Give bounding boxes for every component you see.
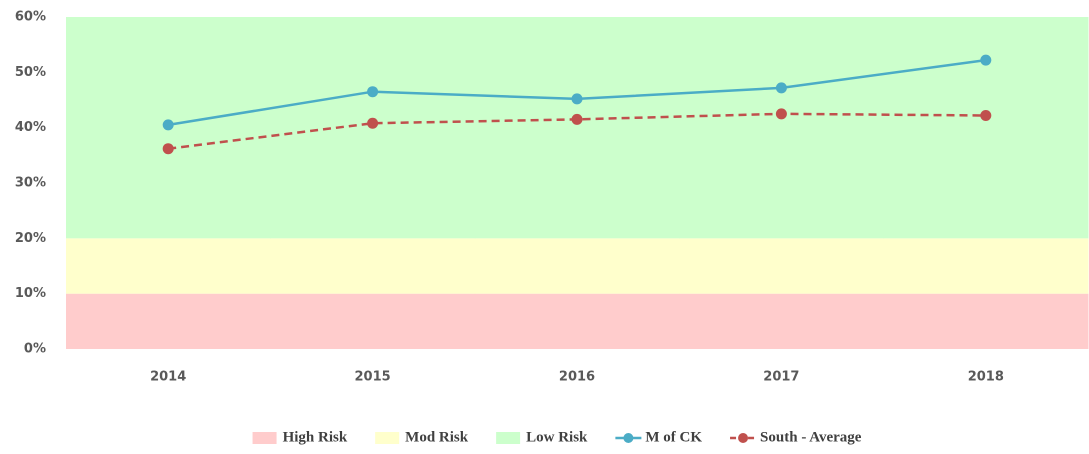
point: [980, 54, 992, 66]
legend-label: High Risk: [283, 429, 348, 445]
point: [571, 93, 583, 105]
x-tick-label: 2016: [559, 370, 595, 385]
x-tick-label: 2014: [150, 370, 186, 385]
risk-band: [66, 238, 271, 294]
point: [980, 109, 992, 121]
legend-marker: [623, 433, 634, 443]
y-tick-label: 0%: [24, 342, 46, 357]
risk-band: [474, 238, 680, 294]
legend-label: Mod Risk: [405, 429, 469, 445]
legend-swatch: [375, 432, 400, 444]
legend-label: M of CK: [645, 429, 702, 445]
y-tick-label: 20%: [15, 231, 46, 246]
point: [162, 143, 174, 155]
y-tick-label: 50%: [15, 65, 46, 80]
risk-band: [883, 17, 1089, 239]
risk-band: [883, 238, 1089, 294]
risk-band: [679, 238, 885, 294]
y-tick-label: 40%: [15, 120, 46, 135]
point: [775, 82, 787, 94]
risk-band: [679, 293, 885, 349]
x-tick-label: 2018: [968, 370, 1004, 385]
risk-band: [474, 293, 680, 349]
legend-label: South - Average: [760, 429, 862, 445]
legend-marker: [738, 433, 749, 443]
risk-band: [474, 17, 680, 239]
point: [162, 119, 174, 131]
x-tick-label: 2017: [763, 370, 799, 385]
y-tick-label: 30%: [15, 176, 46, 191]
y-tick-label: 60%: [15, 10, 46, 25]
point: [367, 117, 379, 129]
risk-band: [270, 238, 476, 294]
legend-label: Low Risk: [526, 429, 588, 445]
x-tick-label: 2015: [355, 370, 391, 385]
point: [367, 86, 379, 98]
y-tick-label: 10%: [15, 286, 46, 301]
legend: High Risk Mod Risk Low Risk M of CK South - …: [252, 429, 862, 445]
point: [571, 113, 583, 125]
point: [775, 108, 787, 120]
risk-band: [679, 17, 885, 239]
risk-band: [270, 293, 476, 349]
legend-swatch: [252, 432, 277, 444]
risk-band: [66, 293, 271, 349]
legend-swatch: [496, 432, 521, 444]
risk-band: [883, 293, 1089, 349]
